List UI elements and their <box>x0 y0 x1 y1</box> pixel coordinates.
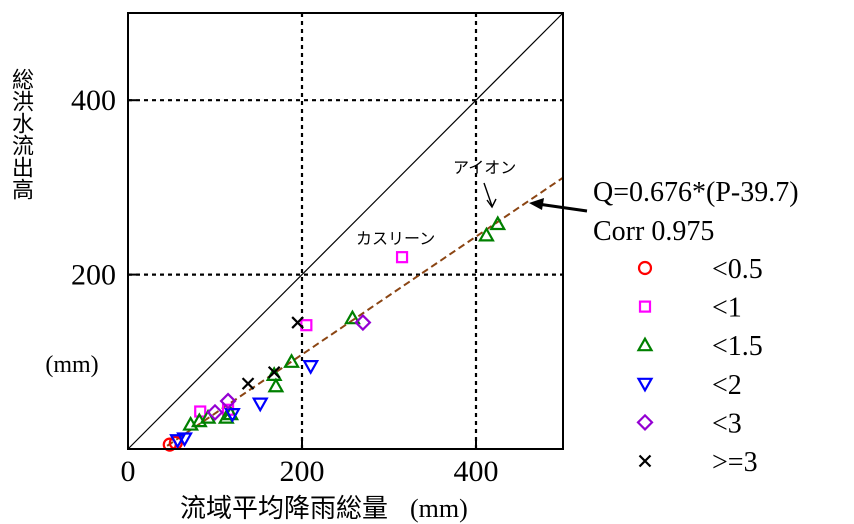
regression-equation: Q=0.676*(P-39.7) <box>593 177 799 208</box>
legend: <0.5 <1 <1.5 <2 <3 >=3 <box>636 254 763 478</box>
data-point-series4-0 <box>206 403 224 421</box>
legend-marker-4 <box>636 413 654 431</box>
y-tick-label: 200 <box>71 259 116 292</box>
x-axis-unit: (mm) <box>410 494 468 523</box>
annotation-kathleen: カスリーン <box>356 229 435 248</box>
annotation-aion: アイオン <box>453 158 516 177</box>
data-point-series2-6 <box>267 377 285 393</box>
data-point-series5-1 <box>267 365 281 379</box>
data-point-series3-3 <box>251 397 269 413</box>
data-point-series1-3 <box>395 251 409 264</box>
data-point-series2-9 <box>478 226 495 242</box>
x-tick-label: 200 <box>280 455 325 488</box>
legend-marker-1 <box>638 300 652 313</box>
x-tick-label: 0 <box>121 455 136 488</box>
data-point-series3-2 <box>224 408 241 423</box>
regression-arrow-head <box>529 198 544 210</box>
legend-label-0: <0.5 <box>712 254 763 285</box>
x-tick-label: 400 <box>454 455 499 488</box>
axis-ticks: 0 200 400 200 400 (mm) (mm) 流域平均降雨総量 <box>45 84 498 524</box>
regression-corr: Corr 0.975 <box>593 216 714 247</box>
grid-lines <box>128 13 563 449</box>
legend-marker-3 <box>636 377 654 393</box>
legend-marker-0 <box>637 260 653 276</box>
legend-label-3: <2 <box>712 370 742 401</box>
legend-label-5: >=3 <box>712 447 758 478</box>
legend-marker-2 <box>636 336 654 352</box>
data-point-series4-2 <box>354 314 372 332</box>
legend-label-1: <1 <box>712 293 742 324</box>
annotation-aion-arrow <box>483 182 497 209</box>
data-points <box>162 215 507 452</box>
data-point-series2-7 <box>283 353 300 368</box>
y-tick-label: 400 <box>71 84 116 117</box>
plot-frame <box>127 12 564 450</box>
regression-line <box>166 176 564 447</box>
legend-marker-5 <box>638 454 652 468</box>
data-point-series5-0 <box>241 377 255 390</box>
legend-label-2: <1.5 <box>712 331 763 362</box>
data-point-series5-2 <box>291 316 304 329</box>
data-point-series3-1 <box>176 432 193 448</box>
data-point-series2-10 <box>489 215 507 231</box>
y-axis-unit: (mm) <box>45 352 98 378</box>
x-axis-label: 流域平均降雨総量 <box>180 494 388 524</box>
legend-label-4: <3 <box>712 408 742 439</box>
data-point-series3-4 <box>302 360 320 375</box>
reference-lines <box>127 12 564 450</box>
data-point-series4-1 <box>219 392 237 410</box>
data-point-series3-0 <box>169 434 186 450</box>
data-point-series2-8 <box>344 309 361 325</box>
regression-arrow-shaft <box>537 202 588 213</box>
one-to-one-line <box>127 12 564 450</box>
y-axis-label: 総洪水流出高 <box>8 68 33 200</box>
